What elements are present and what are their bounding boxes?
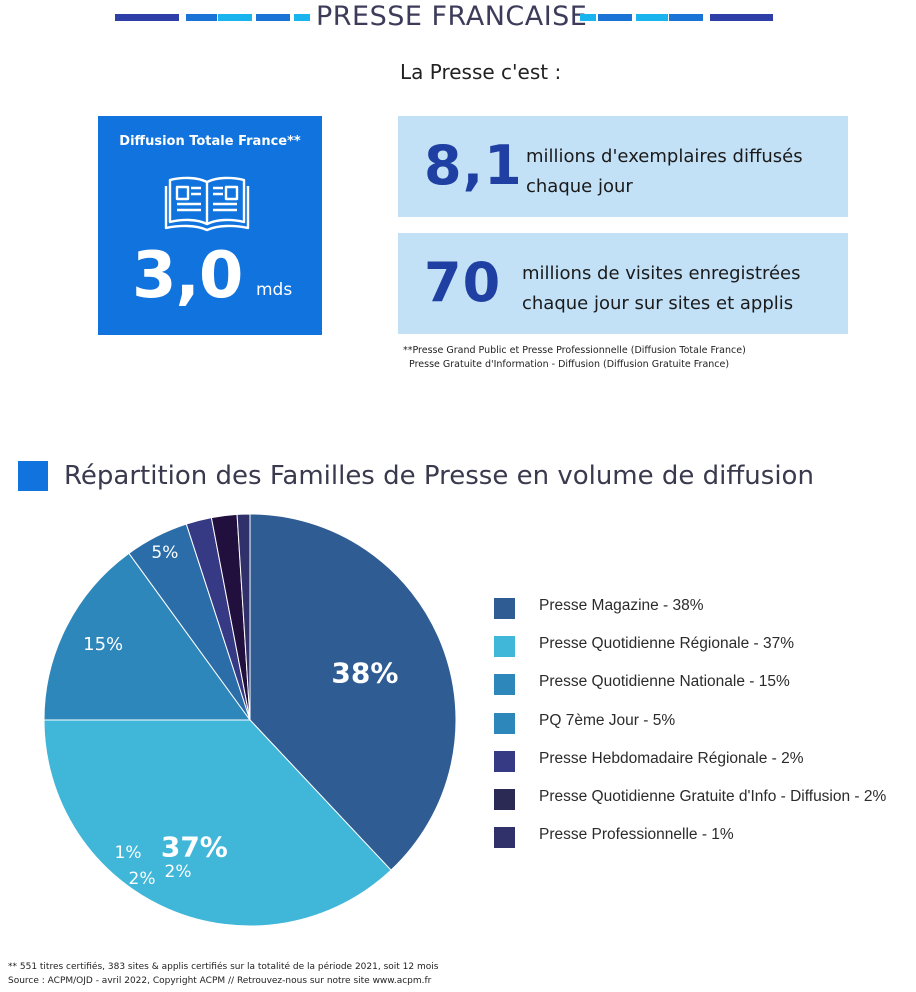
stat-line: millions d'exemplaires diffusés xyxy=(526,146,803,167)
pie-data-label: 38% xyxy=(331,656,398,689)
stat-box-copies: 8,1 millions d'exemplaires diffusés chaq… xyxy=(398,116,848,217)
header-bar-segment xyxy=(636,14,668,21)
section-marker xyxy=(18,461,48,491)
legend-label: PQ 7ème Jour - 5% xyxy=(539,711,676,729)
legend-label: Presse Hebdomadaire Régionale - 2% xyxy=(539,749,804,767)
total-diffusion-box: Diffusion Totale France** 3,0 mds xyxy=(98,116,322,335)
pie-slice xyxy=(43,719,392,927)
stat-line: millions de visites enregistrées xyxy=(522,263,801,284)
header-bar-segment xyxy=(580,14,596,21)
total-diffusion-unit: mds xyxy=(256,280,293,300)
total-diffusion-label: Diffusion Totale France** xyxy=(119,134,301,149)
section-title: Répartition des Familles de Presse en vo… xyxy=(64,461,814,491)
legend-swatch xyxy=(494,674,515,696)
footnote-line: Presse Gratuite d'Information - Diffusio… xyxy=(403,359,730,370)
intro-text: La Presse c'est : xyxy=(400,60,562,84)
pie-chart: 38% 37% 15% 5% 2% 2% 1% xyxy=(43,513,457,927)
header-bar-segment xyxy=(669,14,703,21)
total-diffusion-value: 3,0 xyxy=(132,239,243,313)
page-title: PRESSE FRANCAISE xyxy=(316,1,588,32)
legend-swatch xyxy=(494,636,515,658)
pie-data-label: 5% xyxy=(151,543,178,563)
stat-value: 70 xyxy=(424,251,502,314)
pie-data-label: 1% xyxy=(115,843,142,863)
footnote-line: Source : ACPM/OJD - avril 2022, Copyrigh… xyxy=(8,976,432,986)
pie-slice xyxy=(43,552,251,721)
stat-line: chaque jour sur sites et applis xyxy=(522,293,794,314)
legend-label: Presse Professionnelle - 1% xyxy=(539,826,734,844)
pie-data-label: 2% xyxy=(129,869,156,889)
legend-swatch xyxy=(494,750,515,772)
legend-swatch xyxy=(494,712,515,734)
footnote-bottom: ** 551 titres certifiés, 383 sites & app… xyxy=(8,960,438,988)
pie-data-label: 15% xyxy=(83,634,123,655)
footnote-line: **Presse Grand Public et Presse Professi… xyxy=(403,345,746,356)
legend-swatch xyxy=(494,598,515,619)
header-bar-segment xyxy=(598,14,632,21)
footnote-top: **Presse Grand Public et Presse Professi… xyxy=(403,344,746,372)
header-bar-segment xyxy=(710,14,773,21)
pie-data-label: 37% xyxy=(161,831,228,864)
stat-line: chaque jour xyxy=(526,176,633,197)
legend-label: Presse Quotidienne Nationale - 15% xyxy=(539,673,790,691)
header-bar-segment xyxy=(218,14,252,21)
header-bar-segment xyxy=(186,14,217,21)
pie-slice xyxy=(249,513,457,871)
legend-label: Presse Magazine - 38% xyxy=(539,597,704,614)
footnote-line: ** 551 titres certifiés, 383 sites & app… xyxy=(8,962,439,972)
stat-value: 8,1 xyxy=(424,134,523,197)
legend-label: Presse Quotidienne Régionale - 37% xyxy=(539,635,795,653)
open-book-icon xyxy=(164,174,250,238)
stat-description: millions de visites enregistrées chaque … xyxy=(522,259,832,319)
pie-slice xyxy=(236,513,251,721)
header-bar-segment xyxy=(294,14,310,21)
pie-data-label: 2% xyxy=(165,862,192,882)
legend-swatch xyxy=(494,788,515,810)
header-bar-segment xyxy=(115,14,179,21)
legend-label: Presse Quotidienne Gratuite d'Info - Dif… xyxy=(539,787,887,805)
header-bar-segment xyxy=(256,14,290,21)
legend-swatch xyxy=(494,827,515,849)
stat-description: millions d'exemplaires diffusés chaque j… xyxy=(526,142,836,202)
stat-box-visits: 70 millions de visites enregistrées chaq… xyxy=(398,233,848,334)
